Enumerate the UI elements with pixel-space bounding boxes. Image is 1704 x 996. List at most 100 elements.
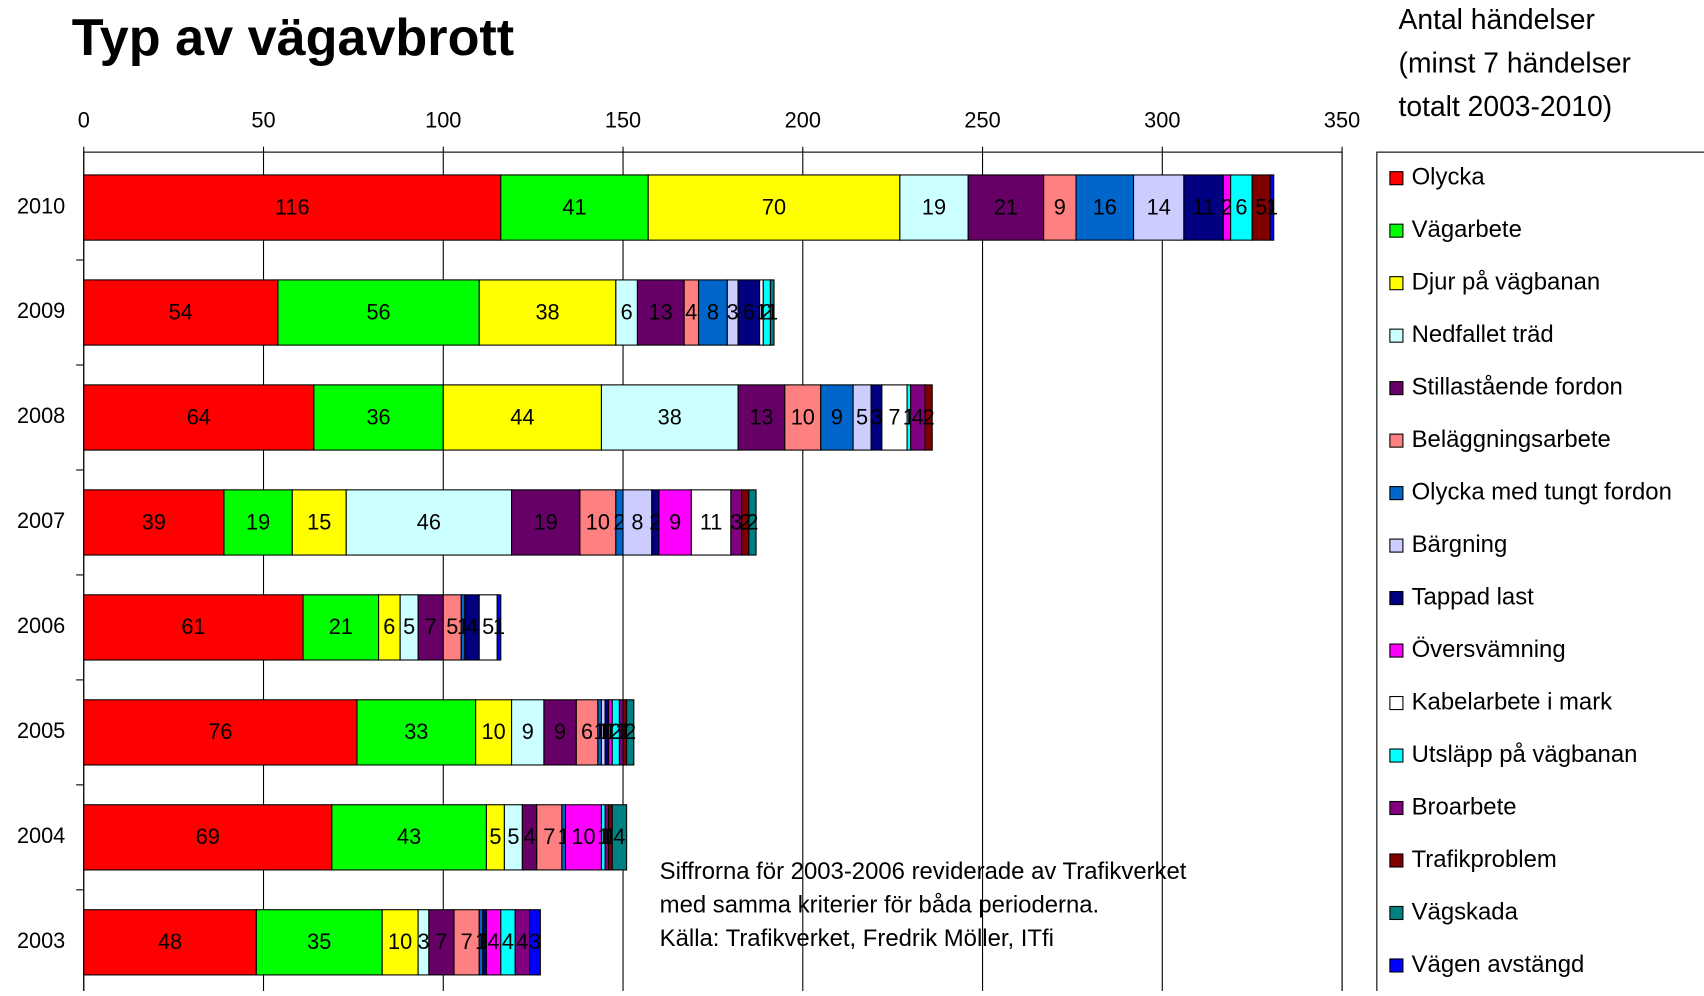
legend-title: Antal händelser (1399, 3, 1595, 35)
data-label: 21 (329, 614, 353, 639)
legend-title: totalt 2003-2010) (1399, 90, 1613, 122)
legend-label: Stillastående fordon (1412, 373, 1623, 400)
bar-segment (737, 384, 786, 451)
bar-segment (536, 804, 563, 871)
bar-segment (302, 594, 380, 661)
legend-box (1376, 151, 1704, 996)
data-label: 19 (534, 509, 558, 534)
data-label: 11 (700, 509, 723, 534)
data-label: 7 (543, 824, 555, 849)
data-label: 19 (922, 194, 946, 219)
legend-swatch (1389, 381, 1404, 396)
data-label: 36 (366, 404, 390, 429)
bar-segment (83, 594, 304, 661)
bar-segment (820, 384, 854, 451)
bar-segment (83, 909, 257, 976)
data-label: 41 (562, 194, 586, 219)
bar-segment (511, 699, 545, 766)
bar-segment (658, 489, 692, 556)
bar-segment (83, 384, 315, 451)
data-label: 2 (761, 299, 773, 324)
data-label: 46 (417, 509, 441, 534)
data-label: 3 (870, 404, 882, 429)
y-tick-label: 2003 (17, 928, 65, 953)
legend-swatch (1389, 905, 1404, 921)
legend-label: Vägskada (1412, 898, 1519, 925)
bar-segment (579, 489, 617, 556)
bar-segment (511, 489, 581, 556)
legend-label: Olycka (1412, 164, 1486, 191)
data-label: 33 (404, 719, 428, 744)
x-tick-label: 150 (605, 107, 641, 132)
data-label: 4 (466, 614, 478, 639)
bar-segment (1043, 174, 1077, 241)
data-label: 2 (1221, 194, 1233, 219)
bar-segment (1183, 174, 1224, 241)
y-tick-label: 2004 (17, 823, 65, 848)
data-label: 11 (1192, 194, 1215, 219)
bar-segment (277, 279, 480, 346)
legend-label: Beläggningsarbete (1412, 426, 1611, 453)
bar-segment (636, 279, 685, 346)
legend-title: (minst 7 händelser (1399, 47, 1631, 79)
data-label: 4 (524, 824, 536, 849)
data-label: 9 (522, 719, 534, 744)
data-label: 70 (762, 194, 786, 219)
data-label: 13 (649, 299, 673, 324)
legend-swatch (1389, 748, 1404, 763)
data-label: 3 (529, 929, 541, 954)
data-label: 3 (417, 929, 429, 954)
bar-segment (611, 804, 628, 871)
bar-segment (748, 489, 757, 556)
bar-segment (967, 174, 1045, 241)
x-tick-label: 250 (964, 107, 1000, 132)
data-label: 2 (649, 509, 661, 534)
bar-segment (924, 384, 933, 451)
data-label: 5 (489, 824, 501, 849)
y-tick-label: 2007 (17, 508, 65, 533)
data-label: 8 (707, 299, 719, 324)
data-label: 10 (571, 824, 595, 849)
legend-label: Djur på vägbanan (1412, 268, 1601, 295)
legend-label: Kabelarbete i mark (1412, 688, 1613, 715)
bar-segment (600, 384, 739, 451)
legend-swatch (1389, 486, 1404, 501)
data-label: 39 (142, 509, 166, 534)
x-tick-label: 100 (425, 107, 461, 132)
data-label: 6 (621, 299, 633, 324)
y-tick-label: 2005 (17, 718, 65, 743)
bar-segment (690, 489, 732, 556)
data-label: 10 (482, 719, 506, 744)
bar-segment (622, 489, 653, 556)
x-tick-label: 50 (251, 107, 275, 132)
data-label: 5 (856, 404, 868, 429)
legend-label: Vägarbete (1412, 216, 1522, 243)
x-tick-label: 350 (1324, 107, 1360, 132)
legend-swatch (1389, 643, 1404, 658)
annotation: Siffrorna för 2003-2006 reviderade av Tr… (660, 858, 1187, 885)
data-label: 7 (888, 404, 900, 429)
bar-segment (1269, 174, 1275, 241)
bar-segment (626, 699, 635, 766)
data-label: 4 (912, 404, 924, 429)
data-label: 1 (493, 614, 505, 639)
legend-swatch (1389, 433, 1404, 448)
bar-segment (647, 174, 901, 241)
bar-segment (543, 699, 577, 766)
legend-swatch (1389, 695, 1404, 711)
bar-segment (442, 384, 603, 451)
data-label: 1 (766, 299, 778, 324)
data-label: 4 (685, 299, 697, 324)
legend-label: Utsläpp på vägbanan (1412, 741, 1638, 768)
legend-label: Tappad last (1412, 583, 1535, 610)
bar-segment (345, 489, 513, 556)
legend-swatch (1389, 538, 1404, 553)
legend-swatch (1389, 853, 1404, 868)
bar-segment (223, 489, 293, 556)
x-tick-label: 300 (1144, 107, 1180, 132)
data-label: 43 (397, 824, 421, 849)
bar-segment (881, 384, 908, 451)
legend-swatch (1389, 591, 1404, 606)
data-label: 3 (730, 509, 742, 534)
